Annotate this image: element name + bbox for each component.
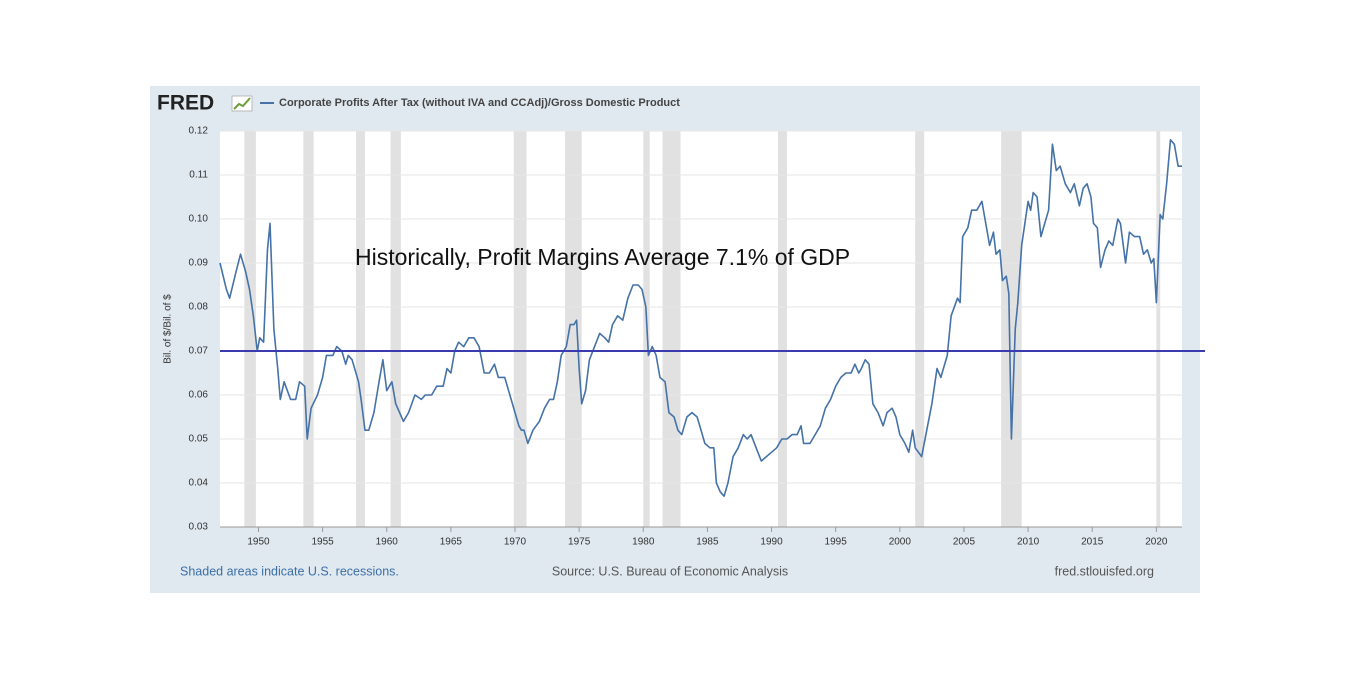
recession-band [303, 131, 314, 527]
x-tick-label: 2000 [889, 537, 912, 548]
recession-band [244, 131, 256, 527]
y-tick-label: 0.10 [189, 214, 209, 225]
grid: 0.03 0.04 0.05 0.06 0.07 0.08 0.09 0.10 0.11 0.12… [189, 126, 1182, 548]
y-tick-label: 0.06 [189, 390, 209, 401]
y-tick-label: 0.08 [189, 302, 209, 313]
recessions [244, 131, 1161, 527]
logo: FRED [157, 92, 214, 115]
x-tick-label: 1990 [760, 537, 783, 548]
recession-band [513, 131, 527, 527]
source: Source: U.S. Bureau of Economic Analysis [552, 564, 788, 578]
y-tick-label: 0.03 [189, 522, 209, 533]
data [219, 139, 1205, 497]
logo-icon [231, 95, 253, 112]
x-tick-label: 2005 [953, 537, 976, 548]
x-tick-label: 1950 [247, 537, 270, 548]
x-tick-label: 2020 [1145, 537, 1168, 548]
x-tick-label: 2015 [1081, 537, 1104, 548]
recession-band [1001, 131, 1022, 527]
site: fred.stlouisfed.org [1055, 564, 1154, 578]
recession-band [1156, 131, 1161, 527]
annotation: Historically, Profit Margins Average 7.1… [355, 244, 850, 270]
x-tick-label: 1965 [440, 537, 463, 548]
recession-band [390, 131, 401, 527]
recession-band [915, 131, 925, 527]
y-axis-label: Bil. of $/Bil. of $ [163, 294, 174, 364]
recession-note[interactable]: Shaded areas indicate U.S. recessions. [180, 564, 399, 578]
y-tick-label: 0.04 [189, 478, 209, 489]
recession-band [565, 131, 582, 527]
plot-area [220, 131, 1182, 527]
y-tick-label: 0.07 [189, 346, 209, 357]
recession-band [777, 131, 787, 527]
x-tick-label: 1980 [632, 537, 655, 548]
recession-band [662, 131, 681, 527]
x-tick-label: 1985 [696, 537, 719, 548]
y-tick-label: 0.11 [189, 170, 208, 181]
y-tick-label: 0.09 [189, 258, 209, 269]
series-line [219, 139, 1182, 497]
y-tick-label: 0.12 [189, 126, 209, 137]
x-tick-label: 1960 [376, 537, 399, 548]
y-tick-label: 0.05 [189, 434, 209, 445]
x-tick-label: 1995 [825, 537, 848, 548]
recession-band [355, 131, 365, 527]
x-tick-label: 2010 [1017, 537, 1040, 548]
x-tick-label: 1970 [504, 537, 527, 548]
x-tick-label: 1955 [311, 537, 334, 548]
x-tick-label: 1975 [568, 537, 591, 548]
legend-label: Corporate Profits After Tax (without IVA… [279, 97, 680, 109]
